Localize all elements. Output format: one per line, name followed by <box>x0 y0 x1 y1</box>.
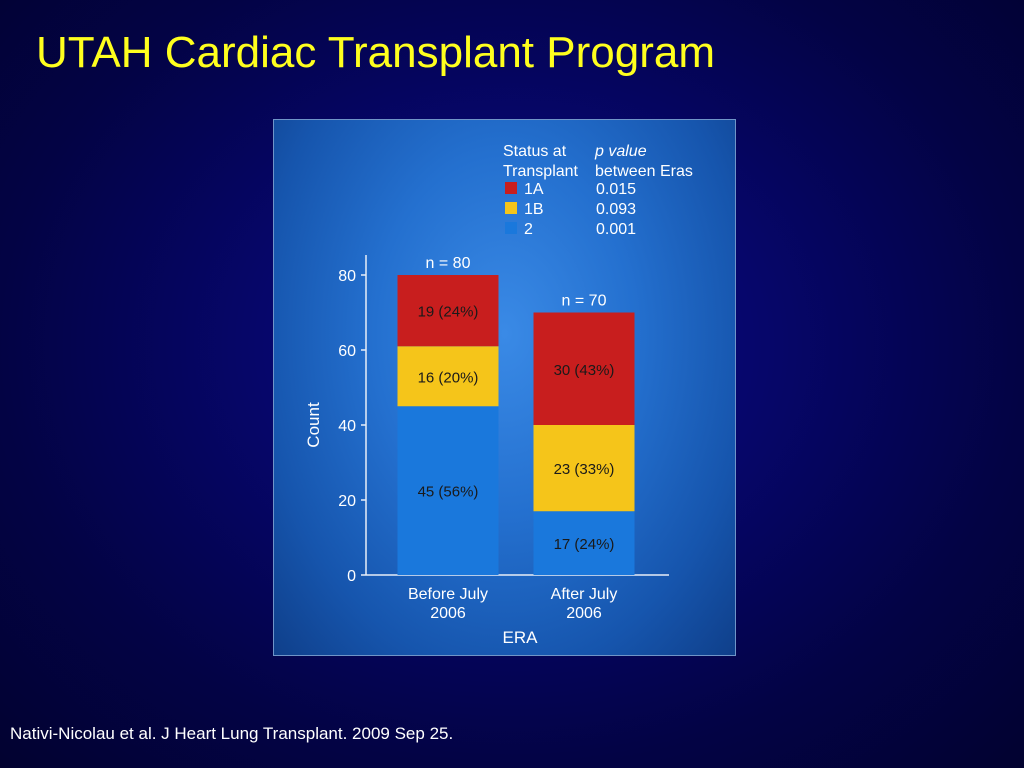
bar-value-label: 23 (33%) <box>554 461 615 478</box>
bar-value-label: 16 (20%) <box>418 369 479 386</box>
legend-p-value-2: 0.001 <box>596 221 636 238</box>
x-axis-title: ERA <box>503 628 539 647</box>
x-category-label: 2006 <box>430 605 466 622</box>
legend-p-header-line1: p value <box>594 143 647 160</box>
axes: 0 20 40 60 80 Count ERA <box>304 255 669 647</box>
bar-total-label: n = 70 <box>562 293 607 310</box>
legend-swatch-1A <box>505 182 517 194</box>
legend-p-header-line2: between Eras <box>595 163 693 180</box>
y-tick-label: 40 <box>338 418 356 435</box>
legend-swatch-1B <box>505 202 517 214</box>
y-tick-label: 60 <box>338 343 356 360</box>
bar-value-label: 45 (56%) <box>418 484 479 501</box>
stacked-bar-chart: Status at Transplant p value between Era… <box>304 143 693 647</box>
y-tick-label: 80 <box>338 268 356 285</box>
legend-status-header-line1: Status at <box>503 143 567 160</box>
bar-total-label: n = 80 <box>426 255 471 272</box>
x-category-label: Before July <box>408 586 488 603</box>
legend: 1A 0.015 1B 0.093 2 0.001 <box>505 181 636 238</box>
legend-p-header-text: p value <box>594 143 647 160</box>
legend-p-value-1B: 0.093 <box>596 201 636 218</box>
chart-figure: Status at Transplant p value between Era… <box>273 119 736 656</box>
x-category-label: 2006 <box>566 605 602 622</box>
bar-segment-1A <box>397 275 499 347</box>
bar-value-label: 19 (24%) <box>418 304 479 321</box>
x-category-label: After July <box>551 586 618 603</box>
bar-segment-2 <box>533 511 635 575</box>
legend-p-value-1A: 0.015 <box>596 181 636 198</box>
bar-segment-1B <box>397 346 499 407</box>
bar-segment-1B <box>533 425 635 512</box>
bars: 45 (56%) 16 (20%) 19 (24%) n = 80 Before Jul… <box>397 255 635 622</box>
bar-segment-2 <box>397 406 499 575</box>
slide-title: UTAH Cardiac Transplant Program <box>36 28 715 77</box>
y-axis-title: Count <box>304 402 323 448</box>
y-tick-label: 20 <box>338 493 356 510</box>
bar-segment-1A <box>533 312 635 425</box>
citation: Nativi-Nicolau et al. J Heart Lung Trans… <box>10 724 454 743</box>
bar-value-label: 17 (24%) <box>554 536 615 553</box>
y-tick-label: 0 <box>347 568 356 585</box>
legend-label-1A: 1A <box>524 181 544 198</box>
legend-label-1B: 1B <box>524 201 544 218</box>
bar-value-label: 30 (43%) <box>554 362 615 379</box>
legend-swatch-2 <box>505 222 517 234</box>
legend-status-header-line2: Transplant <box>503 163 579 180</box>
legend-label-2: 2 <box>524 221 533 238</box>
